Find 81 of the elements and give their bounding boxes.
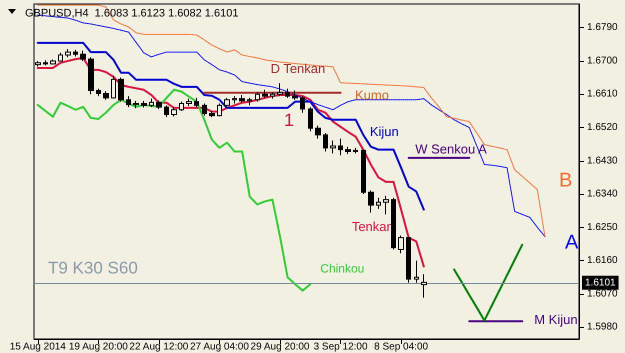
candlestick xyxy=(224,97,230,108)
candlestick xyxy=(368,190,374,214)
candlestick xyxy=(247,97,252,106)
candlestick xyxy=(186,98,192,107)
series-label: W Senkou A xyxy=(415,141,488,156)
series-label: Chinkou xyxy=(320,261,364,276)
candlestick xyxy=(391,197,396,250)
y-tick-label: 1.6250 xyxy=(587,222,618,233)
candlestick xyxy=(126,96,131,108)
candlestick xyxy=(58,52,63,62)
candlestick xyxy=(111,75,116,100)
candlestick xyxy=(179,101,184,112)
candlestick xyxy=(171,106,177,117)
x-tick-label: 27 Aug 04:00 xyxy=(190,342,250,352)
candlestick xyxy=(308,106,313,132)
candlestick xyxy=(217,102,222,117)
y-tick-label: 1.5980 xyxy=(587,322,618,333)
candlestick xyxy=(149,98,154,108)
x-tick-label: 19 Aug 20:00 xyxy=(68,342,128,352)
candlestick xyxy=(398,234,404,254)
y-tick-label: 1.6790 xyxy=(587,22,618,34)
candlestick xyxy=(376,197,381,210)
annotation: 1 xyxy=(284,110,294,130)
series-label: D Tenkan xyxy=(270,61,326,76)
candlestick xyxy=(406,236,411,284)
candlestick xyxy=(141,100,147,108)
line-series xyxy=(453,244,524,322)
y-tick-label: 1.6340 xyxy=(587,188,618,200)
y-tick-label: 1.6610 xyxy=(587,88,618,100)
series-label: B xyxy=(558,170,572,192)
candlestick xyxy=(277,82,283,97)
candlestick xyxy=(202,102,207,116)
candlestick xyxy=(315,125,321,140)
x-tick-label: 29 Aug 20:00 xyxy=(250,342,310,352)
series-label: A xyxy=(564,232,579,254)
annotation: Kumo xyxy=(355,88,389,102)
candlestick xyxy=(421,274,427,298)
candlestick xyxy=(232,96,237,104)
y-tick-label: 1.6070 xyxy=(587,288,618,300)
ref-line-label: 1.6101 xyxy=(585,277,616,288)
candlestick xyxy=(239,94,245,103)
series-label: M Kijun xyxy=(534,312,578,327)
candlestick xyxy=(118,77,124,102)
candlestick xyxy=(43,60,48,66)
candlestick xyxy=(361,149,366,195)
x-tick-label: 15 Aug 2014 xyxy=(10,342,66,352)
line-series xyxy=(36,88,312,292)
candlestick xyxy=(103,90,109,100)
candlestick xyxy=(209,110,215,118)
y-tick-label: 1.6160 xyxy=(587,255,618,266)
y-tick-label: 1.6700 xyxy=(587,55,618,66)
candlestick xyxy=(164,104,169,118)
candlestick xyxy=(300,96,305,114)
series-label: Kijun xyxy=(370,124,399,140)
candlestick xyxy=(255,92,260,102)
candlestick xyxy=(383,195,389,215)
y-tick-label: 1.6520 xyxy=(587,122,618,133)
candlestick xyxy=(50,58,56,66)
candlestick xyxy=(96,88,101,97)
candlestick xyxy=(353,147,358,154)
candlestick xyxy=(80,50,86,62)
candlestick xyxy=(133,100,139,109)
x-tick-label: 3 Sep 12:00 xyxy=(314,342,368,352)
x-tick-label: 8 Sep 04:00 xyxy=(374,342,429,352)
candlestick xyxy=(345,146,351,155)
x-tick-label: 22 Aug 12:00 xyxy=(129,342,189,352)
candlestick xyxy=(65,48,71,58)
candlestick xyxy=(156,100,162,110)
candlestick xyxy=(262,89,268,98)
y-tick-label: 1.6430 xyxy=(587,155,618,166)
candlestick xyxy=(88,56,94,95)
candlestick xyxy=(194,97,199,108)
candlestick xyxy=(73,49,78,58)
candlestick xyxy=(270,92,275,100)
candlestick xyxy=(285,88,290,98)
candlestick xyxy=(338,138,343,156)
candlestick xyxy=(323,132,328,152)
candlestick xyxy=(414,260,419,284)
candlestick xyxy=(330,140,336,154)
annotation: T9 K30 S60 xyxy=(48,258,138,278)
candlestick xyxy=(292,90,298,100)
